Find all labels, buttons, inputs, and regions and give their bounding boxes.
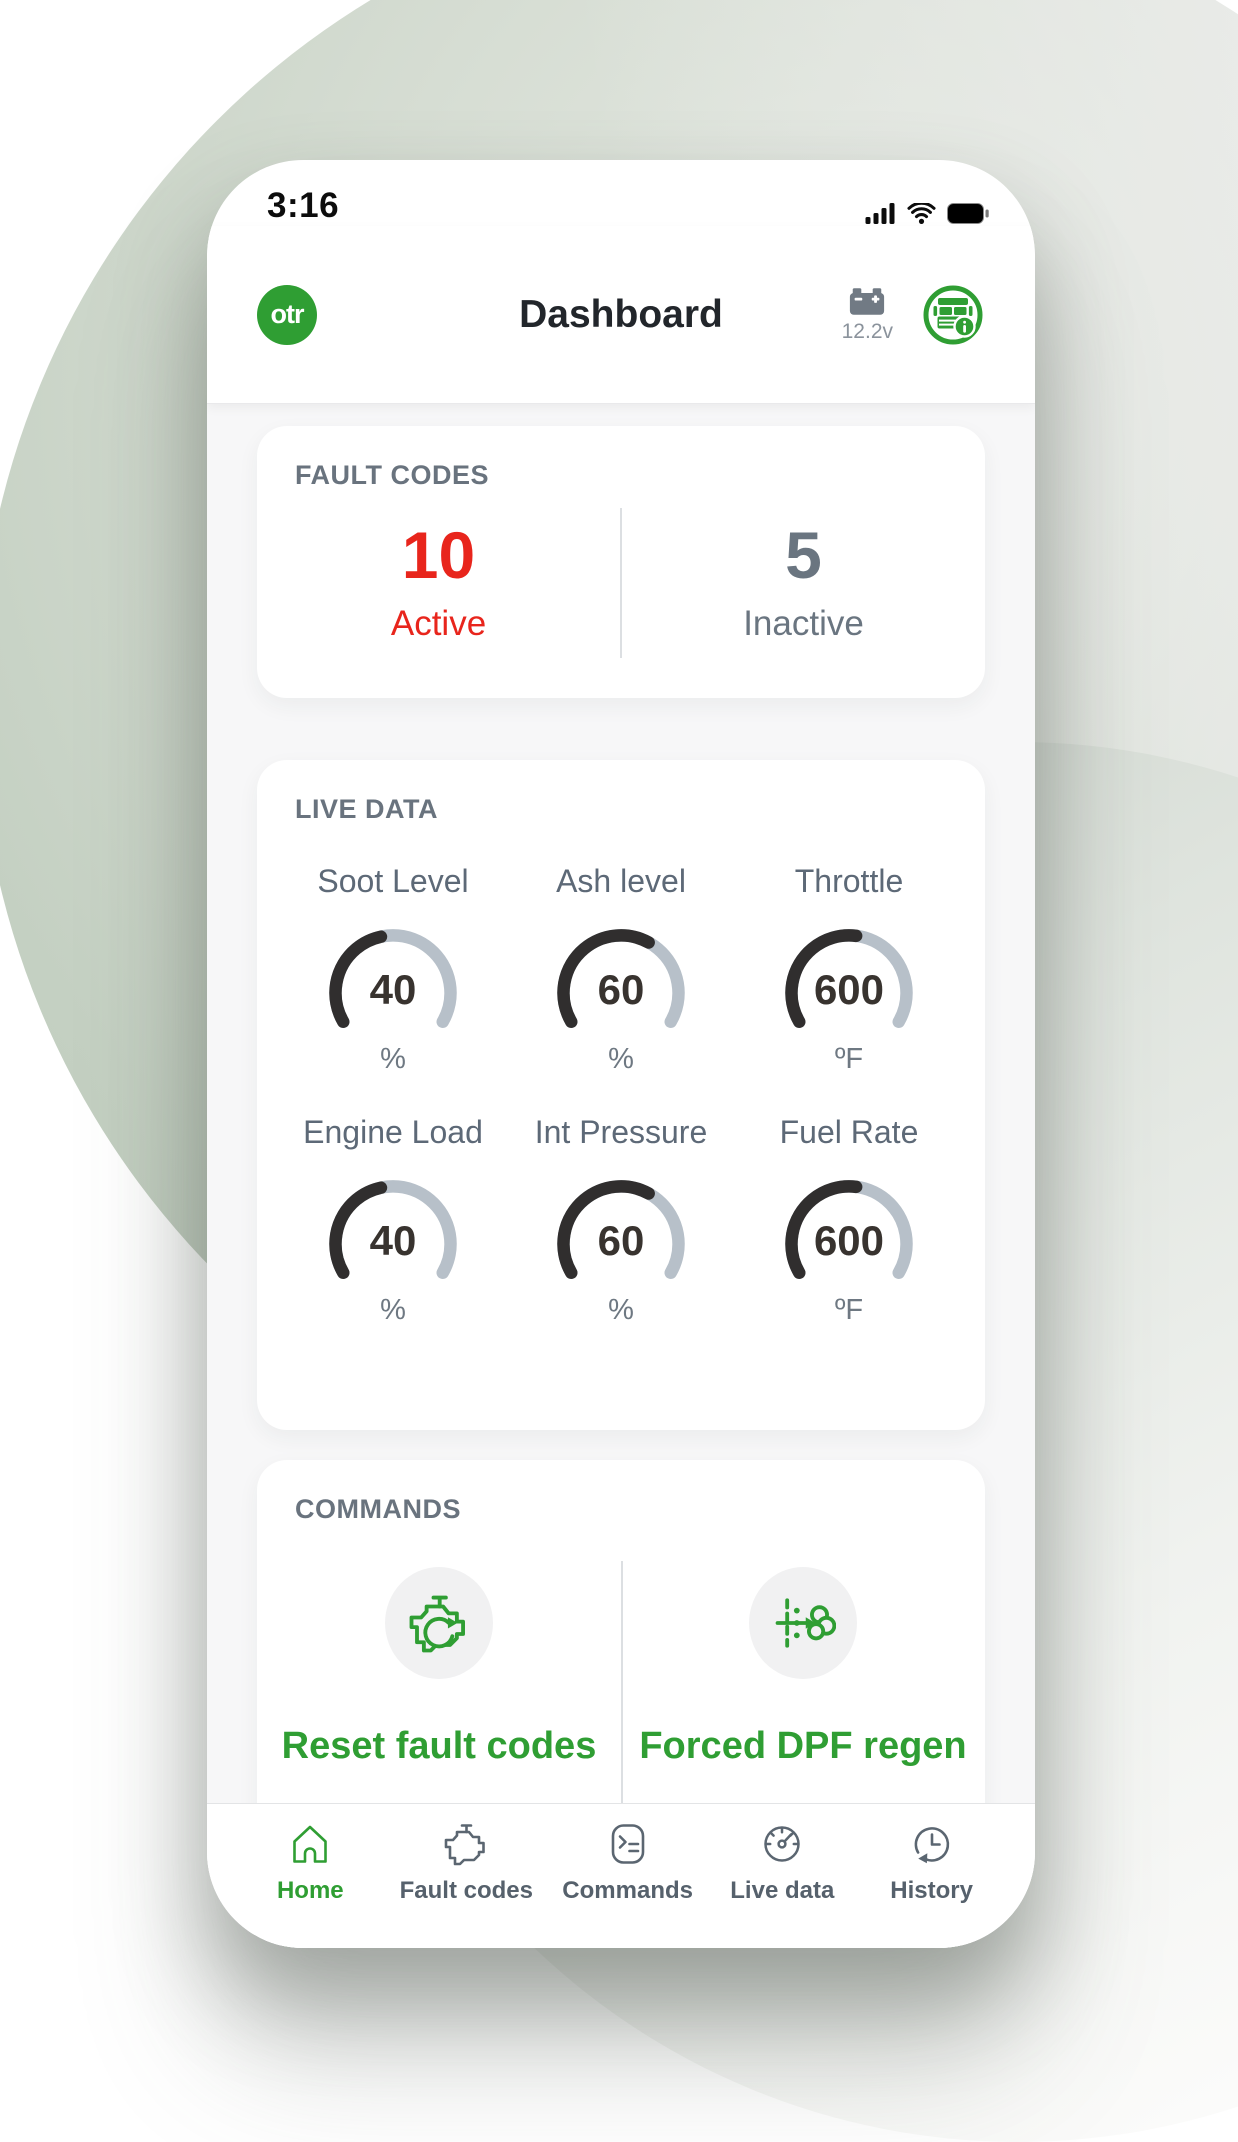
- gauge-arc: [557, 1180, 685, 1279]
- vertical-divider: [620, 508, 622, 658]
- car-battery-icon: [850, 287, 885, 315]
- gauge-arc: [785, 929, 913, 1028]
- arrowhead: [917, 1853, 927, 1864]
- history-clock-icon: [914, 1827, 949, 1864]
- tab-live-data[interactable]: Live data: [722, 1820, 842, 1905]
- reset-fault-codes-label: Reset fault codes: [281, 1725, 597, 1767]
- gauge-grid: Soot Level 40 % Ash level: [257, 825, 985, 1327]
- live-data-card: LIVE DATA Soot Level 40 %: [257, 760, 985, 1430]
- screen-scroll-area[interactable]: FAULT CODES 10 Active 5 Inactive LIVE DA…: [207, 404, 1035, 1948]
- gauge-engine-load: Engine Load 40 %: [303, 1114, 483, 1326]
- reset-fault-codes-button[interactable]: Reset fault codes: [257, 1567, 621, 1768]
- home-icon: [293, 1825, 328, 1863]
- inactive-faults-summary: 5 Inactive: [622, 522, 985, 644]
- speedometer-icon: [764, 1826, 801, 1862]
- phone-mockup: 3:16 otr Dashboard: [207, 160, 1035, 1948]
- status-bar: 3:16: [207, 160, 1035, 226]
- engine-reset-icon: [385, 1567, 493, 1679]
- dpf-regen-icon: [749, 1567, 857, 1679]
- inactive-faults-count: 5: [785, 518, 822, 592]
- otr-logo: otr: [257, 284, 317, 345]
- tab-fault-codes[interactable]: Fault codes: [400, 1820, 533, 1905]
- clock-time: 3:16: [267, 186, 340, 225]
- active-faults-count: 10: [401, 518, 476, 592]
- gauge-arc: [785, 1180, 913, 1279]
- truck-status-icon[interactable]: [921, 283, 985, 347]
- fault-codes-card: FAULT CODES 10 Active 5 Inactive: [257, 426, 985, 698]
- gauge-soot-level: Soot Level 40 %: [317, 863, 469, 1075]
- battery-voltage-value: 12.2v: [841, 319, 893, 343]
- live-data-card-title: LIVE DATA: [295, 794, 438, 824]
- active-faults-summary: 10 Active: [257, 522, 620, 644]
- battery-icon: [947, 203, 989, 224]
- tab-history[interactable]: History: [872, 1820, 992, 1905]
- inactive-faults-label: Inactive: [743, 604, 864, 643]
- forced-dpf-regen-button[interactable]: Forced DPF regen: [621, 1567, 985, 1768]
- commands-card-title: COMMANDS: [295, 1494, 461, 1524]
- gauge-throttle: Throttle 600 ºF: [735, 863, 963, 1076]
- gauge-arc: [329, 1180, 457, 1279]
- cellular-signal-icon: [865, 203, 895, 224]
- vehicle-battery-status: 12.2v: [842, 286, 893, 344]
- fault-codes-card-title: FAULT CODES: [295, 460, 489, 490]
- gauge-int-pressure: Int Pressure 60 %: [534, 1114, 708, 1326]
- engine-icon: [444, 1824, 486, 1866]
- gauge-fuel-rate: Fuel Rate 600 ºF: [735, 1114, 963, 1327]
- gauge-arc: [557, 929, 685, 1028]
- tab-home[interactable]: Home: [250, 1820, 370, 1905]
- active-faults-label: Active: [390, 604, 487, 643]
- vertical-divider: [621, 1561, 623, 1809]
- gauge-ash-level: Ash level 60 %: [507, 863, 735, 1076]
- wifi-icon: [907, 203, 936, 224]
- terminal-icon: [611, 1824, 644, 1864]
- bottom-tab-bar: Home Fault codes Commands: [207, 1803, 1035, 1948]
- gauge-arc: [329, 929, 457, 1028]
- forced-dpf-regen-label: Forced DPF regen: [639, 1725, 967, 1767]
- status-icons: [865, 203, 989, 226]
- app-header: otr Dashboard 12.2v: [207, 226, 1035, 404]
- page-title: Dashboard: [519, 292, 723, 336]
- tab-commands[interactable]: Commands: [562, 1820, 693, 1905]
